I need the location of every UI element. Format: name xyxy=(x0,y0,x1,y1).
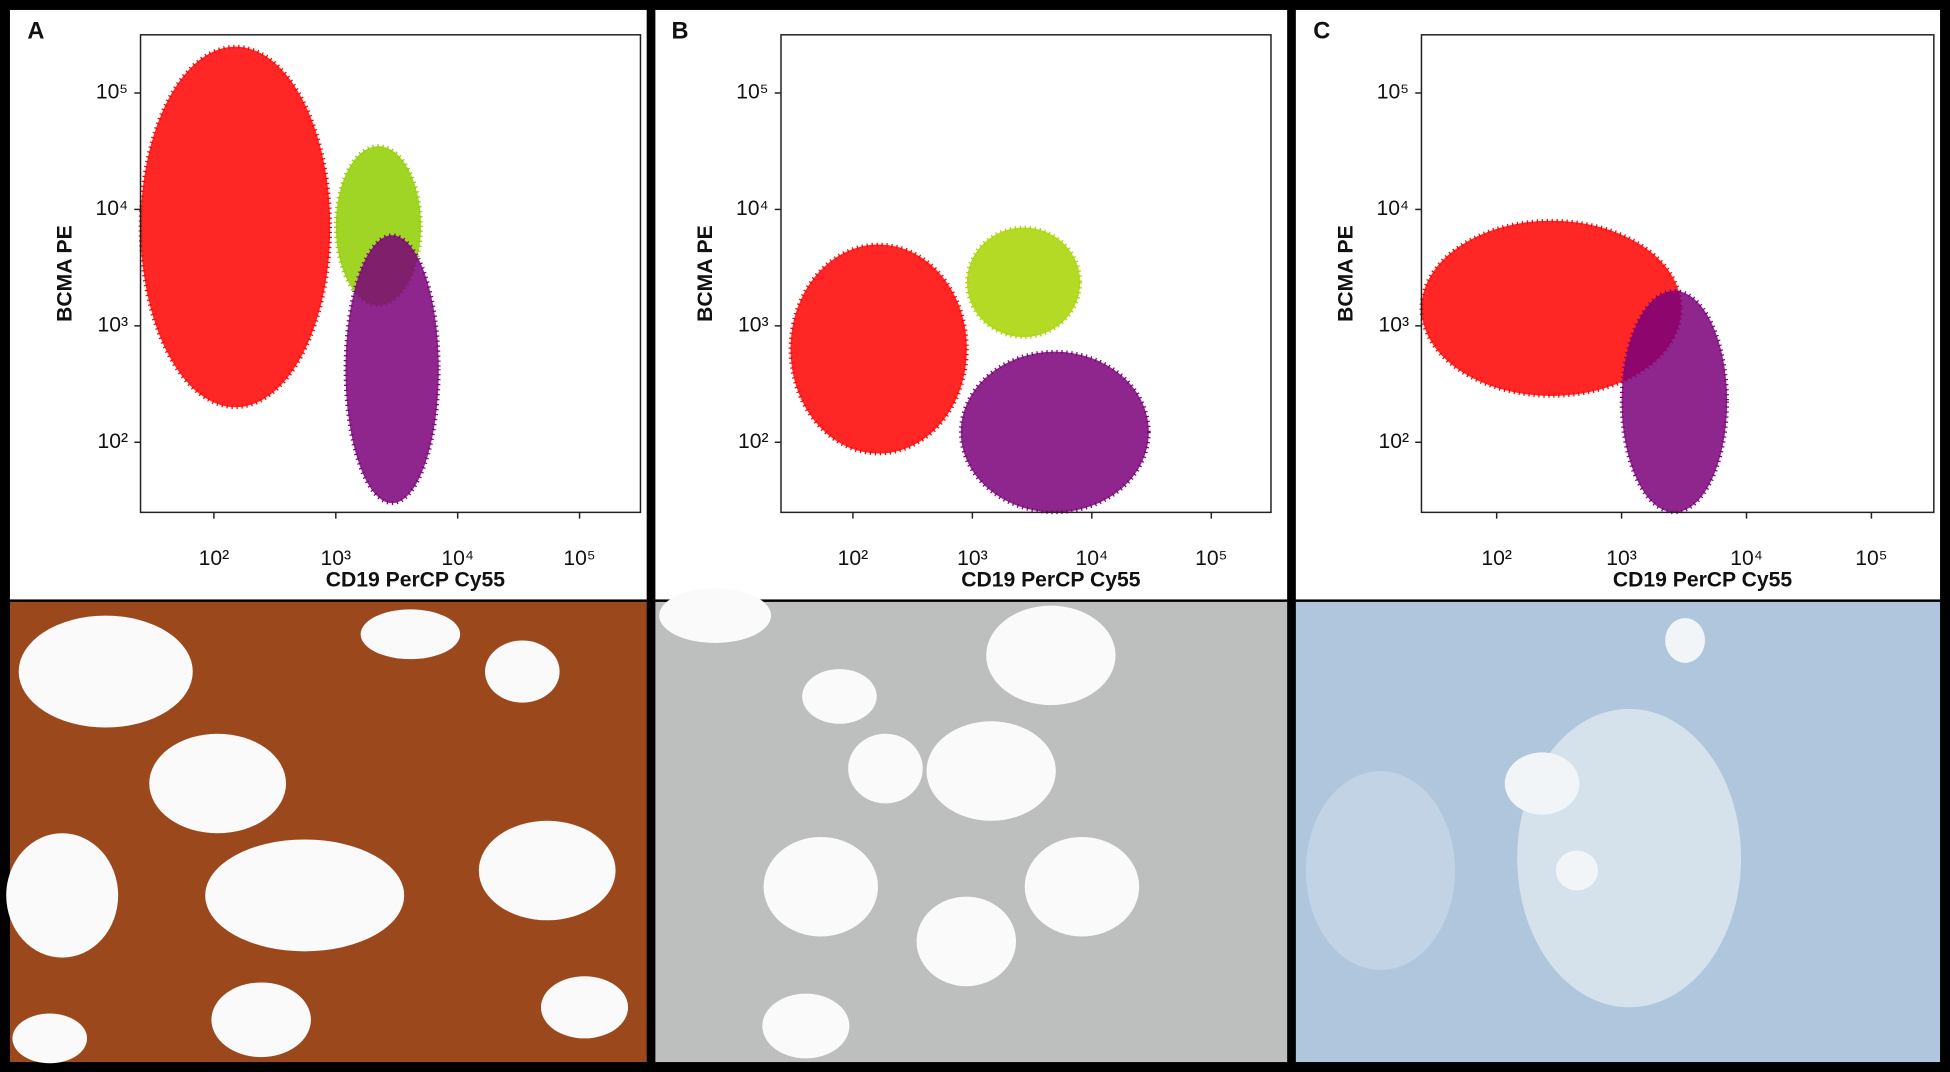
x-axis-label: CD19 PerCP Cy55 xyxy=(1613,568,1793,591)
cell-population xyxy=(958,349,1151,515)
x-tick-label: 10⁵ xyxy=(1195,547,1227,570)
panel-letter: B xyxy=(672,19,689,45)
x-tick-label: 10⁴ xyxy=(441,547,474,570)
x-tick-label: 10² xyxy=(199,547,230,570)
y-tick-label: 10² xyxy=(98,430,129,453)
y-tick-label: 10⁵ xyxy=(96,81,128,104)
cell-population xyxy=(788,242,969,456)
histology-a xyxy=(6,601,647,1064)
y-tick-label: 10⁴ xyxy=(736,197,769,220)
y-tick-label: 10² xyxy=(738,430,769,453)
x-tick-label: 10⁵ xyxy=(1855,547,1887,570)
histology-c xyxy=(1295,601,1941,1063)
y-tick-label: 10⁴ xyxy=(96,197,129,220)
y-axis-label: BCMA PE xyxy=(53,225,76,322)
x-tick-label: 10⁴ xyxy=(1730,547,1763,570)
x-tick-label: 10² xyxy=(838,547,869,570)
y-axis-label: BCMA PE xyxy=(1334,225,1357,322)
panel-b-top xyxy=(655,9,1288,600)
x-tick-label: 10³ xyxy=(321,547,352,570)
panel-a-top xyxy=(9,9,647,600)
x-tick-label: 10² xyxy=(1481,547,1512,570)
plot-frame xyxy=(139,34,642,514)
y-tick-label: 10² xyxy=(1378,430,1409,453)
cell-population xyxy=(1619,288,1730,515)
panel-letter: A xyxy=(27,19,44,45)
scatter-plot: A 10² 10³ 10⁴ 10⁵ 10² 10³ 10⁴ 10⁵ CD19 PerCP Cy55… xyxy=(27,19,642,591)
cell-population xyxy=(138,44,333,410)
y-tick-label: 10³ xyxy=(738,313,769,336)
x-tick-label: 10³ xyxy=(957,547,988,570)
y-axis-label: BCMA PE xyxy=(694,225,717,322)
x-tick-label: 10⁵ xyxy=(563,547,595,570)
x-axis-label: CD19 PerCP Cy55 xyxy=(961,568,1141,591)
y-tick-label: 10⁴ xyxy=(1376,197,1409,220)
scatter-plot: B 10² 10³ 10⁴ 10⁵ 10² 10³ 10⁴ 10⁵ CD19 PerCP Cy55… xyxy=(672,19,1272,591)
x-axis-label: CD19 PerCP Cy55 xyxy=(326,568,506,591)
charts: A 10² 10³ 10⁴ 10⁵ 10² 10³ 10⁴ 10⁵ CD19 PerCP Cy55… xyxy=(27,19,1935,591)
y-tick-label: 10⁵ xyxy=(1377,81,1409,104)
cell-population xyxy=(965,225,1083,339)
cell-population xyxy=(343,233,441,506)
plot-frame xyxy=(1420,34,1935,514)
plot-frame xyxy=(780,34,1272,514)
y-tick-label: 10³ xyxy=(1378,313,1409,336)
y-tick-label: 10⁵ xyxy=(736,81,768,104)
y-tick-label: 10³ xyxy=(98,313,129,336)
x-tick-label: 10³ xyxy=(1606,547,1637,570)
x-tick-label: 10⁴ xyxy=(1076,547,1109,570)
histology-b xyxy=(655,588,1288,1063)
scatter-plot: C 10² 10³ 10⁴ 10⁵ 10² 10³ 10⁴ 10⁵ CD19 PerCP Cy55… xyxy=(1313,19,1935,591)
panel-letter: C xyxy=(1313,19,1330,45)
